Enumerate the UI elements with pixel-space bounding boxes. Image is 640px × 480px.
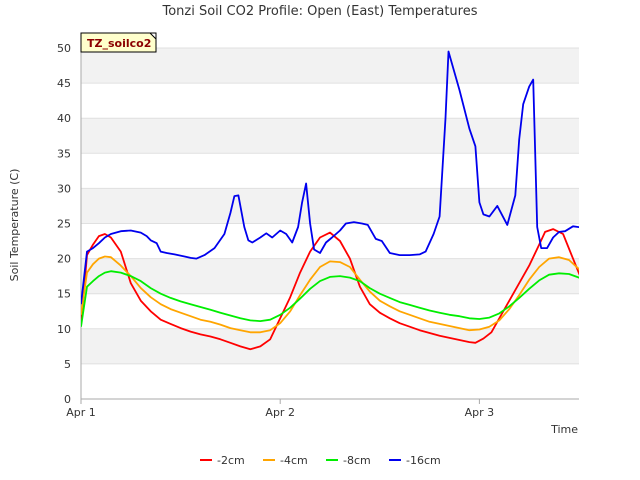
y-tick-label: 15 bbox=[57, 288, 71, 301]
y-tick-label: 50 bbox=[57, 42, 71, 55]
plot-band bbox=[81, 223, 579, 259]
y-tick-label: 40 bbox=[57, 112, 71, 125]
y-tick-label: 35 bbox=[57, 147, 71, 160]
legend-label: -2cm bbox=[217, 454, 245, 467]
legend: -2cm -4cm -8cm -16cm bbox=[200, 454, 441, 467]
chart-title: Tonzi Soil CO2 Profile: Open (East) Temp… bbox=[161, 4, 477, 19]
annotation-label: TZ_soilco2 bbox=[87, 37, 151, 50]
annotation-corner bbox=[148, 32, 157, 41]
x-tick-label: Apr 1 bbox=[66, 406, 96, 419]
plot-band bbox=[81, 48, 579, 84]
y-axis-title: Soil Temperature (C) bbox=[8, 169, 21, 282]
legend-label: -8cm bbox=[343, 454, 371, 467]
annotation-box: TZ_soilco2 bbox=[80, 32, 157, 53]
plot-band bbox=[81, 83, 579, 119]
y-tick-label: 5 bbox=[64, 358, 71, 371]
y-tick-label: 20 bbox=[57, 253, 71, 266]
plot-band bbox=[81, 328, 579, 364]
annotation-frame bbox=[80, 32, 157, 53]
legend-label: -4cm bbox=[280, 454, 308, 467]
x-tick-label: Apr 2 bbox=[265, 406, 295, 419]
y-tick-label: 30 bbox=[57, 182, 71, 195]
plot-band bbox=[81, 363, 579, 399]
y-tick-label: 0 bbox=[64, 393, 71, 406]
y-tick-label: 45 bbox=[57, 77, 71, 90]
plot-band bbox=[81, 188, 579, 224]
series-line-4cm bbox=[81, 255, 579, 334]
series-layer bbox=[81, 50, 579, 351]
y-tick-label: 25 bbox=[57, 218, 71, 231]
plot-band bbox=[81, 153, 579, 189]
series-line-16cm bbox=[81, 50, 579, 305]
series-line-2cm bbox=[81, 228, 579, 351]
x-axis-title: Time bbox=[550, 423, 578, 436]
y-tick-label: 10 bbox=[57, 323, 71, 336]
x-axis-ticks: Apr 1 Apr 2 Apr 3 bbox=[66, 399, 494, 419]
series-line-8cm bbox=[81, 270, 579, 327]
y-axis-ticks: 0 5 10 15 20 25 30 35 40 45 50 bbox=[57, 42, 71, 406]
plot-band bbox=[81, 118, 579, 154]
x-tick-label: Apr 3 bbox=[465, 406, 495, 419]
legend-label: -16cm bbox=[406, 454, 441, 467]
